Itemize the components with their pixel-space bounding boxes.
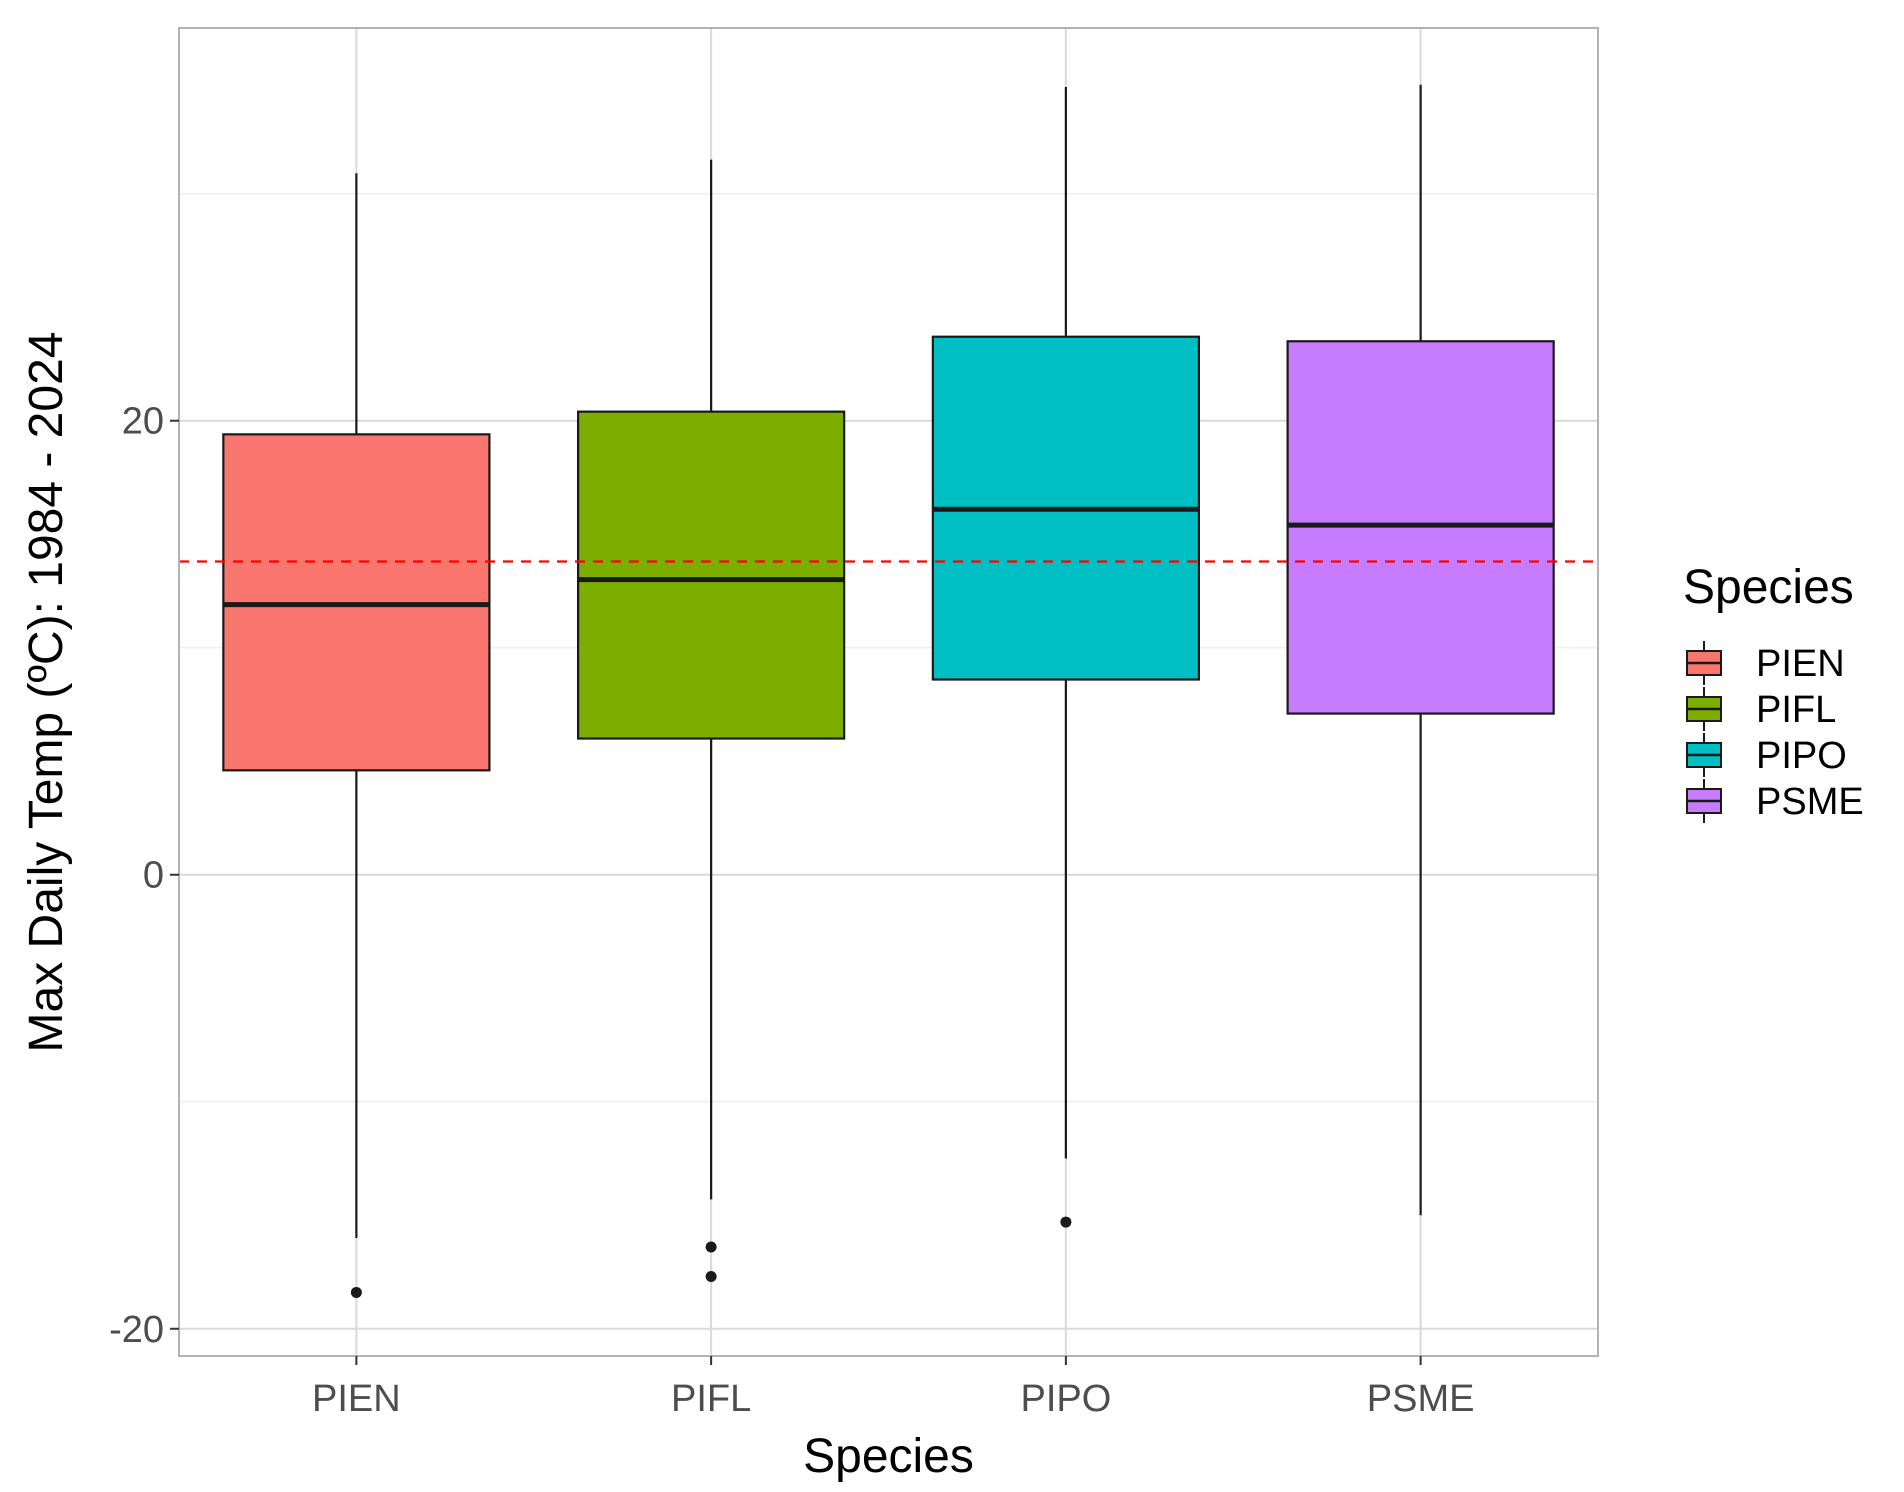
outlier-point: [705, 1241, 717, 1253]
boxes: [222, 84, 1555, 1298]
legend-title: Species: [1683, 561, 1854, 614]
y-tick-label: -20: [109, 1309, 164, 1351]
box-psme: [1286, 84, 1555, 1216]
y-axis-title: Max Daily Temp (ºC): 1984 - 2024: [20, 332, 73, 1053]
x-tick-label: PSME: [1367, 1378, 1475, 1420]
x-tick-label: PIFL: [671, 1378, 751, 1420]
y-tick-label: 20: [122, 401, 164, 443]
legend-label: PIFL: [1756, 689, 1836, 731]
legend-label: PIPO: [1756, 735, 1847, 777]
legend-entry-pifl: PIFL: [1686, 687, 1836, 731]
box-pifl: [576, 159, 846, 1283]
axes: -20 0 20 PIEN PIFL PIPO PSME: [109, 401, 1474, 1420]
x-tick-label: PIEN: [312, 1378, 401, 1420]
x-axis-title: Species: [803, 1430, 974, 1483]
box-iqr: [576, 410, 846, 740]
x-tick-label: PIPO: [1020, 1378, 1111, 1420]
outlier-point: [1060, 1216, 1072, 1228]
box-pipo: [931, 87, 1201, 1228]
box-pien: [222, 173, 491, 1298]
legend-entry-psme: PSME: [1686, 779, 1864, 823]
panel-border: [178, 27, 1599, 1357]
legend-label: PIEN: [1756, 643, 1845, 685]
outlier-point: [705, 1271, 717, 1283]
outlier-point: [350, 1286, 362, 1298]
legend-entry-pipo: PIPO: [1686, 733, 1847, 777]
legend-entry-pien: PIEN: [1686, 641, 1845, 685]
y-tick-label: 0: [143, 855, 164, 897]
legend-label: PSME: [1756, 781, 1864, 823]
